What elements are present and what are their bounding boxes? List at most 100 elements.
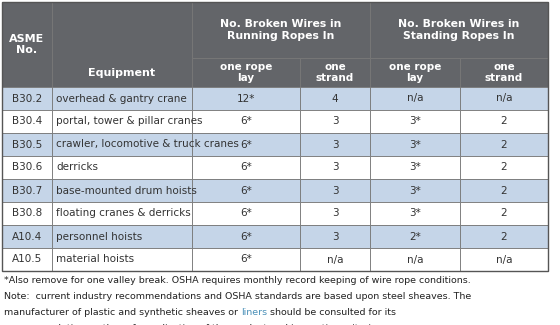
Bar [2,156,52,179]
Text: overhead & gantry crane: overhead & gantry crane [56,94,186,103]
Text: 2: 2 [501,186,507,196]
Bar [370,133,460,156]
Text: 3: 3 [332,186,338,196]
Text: 6*: 6* [240,116,252,126]
Text: 2: 2 [501,209,507,218]
Bar [370,248,460,271]
Bar [2,202,52,225]
Bar [52,87,192,110]
Text: B30.6: B30.6 [12,162,42,173]
Text: 6*: 6* [240,231,252,241]
Bar [2,2,52,87]
Text: material hoists: material hoists [56,254,134,265]
Text: 2: 2 [501,231,507,241]
Text: recommendation on the safe application of the product and inspection criteria.: recommendation on the safe application o… [4,324,380,325]
Text: 6*: 6* [240,254,252,265]
Bar [460,248,548,271]
Bar [2,2,548,271]
Bar [192,87,300,110]
Bar [52,2,192,87]
Bar [300,58,370,87]
Text: 3*: 3* [409,116,421,126]
Text: 3: 3 [332,139,338,150]
Bar [300,156,370,179]
Bar [192,110,300,133]
Bar [370,179,460,202]
Bar [192,202,300,225]
Text: manufacturer of plastic and synthetic sheaves or: manufacturer of plastic and synthetic sh… [4,308,241,317]
Text: Note:  current industry recommendations and OSHA standards are based upon steel : Note: current industry recommendations a… [4,292,472,301]
Bar [460,133,548,156]
Text: one rope
lay: one rope lay [389,62,441,83]
Text: B30.7: B30.7 [12,186,42,196]
Bar [2,133,52,156]
Text: Equipment: Equipment [88,68,156,77]
Bar [52,225,192,248]
Text: No. Broken Wires in
Running Ropes In: No. Broken Wires in Running Ropes In [220,19,342,41]
Bar [300,110,370,133]
Text: ASME
No.: ASME No. [10,34,45,55]
Text: 12*: 12* [237,94,255,103]
Bar [52,133,192,156]
Text: 3: 3 [332,162,338,173]
Bar [192,179,300,202]
Text: A10.4: A10.4 [12,231,42,241]
Text: n/a: n/a [407,254,423,265]
Bar [370,202,460,225]
Bar [300,87,370,110]
Text: 2: 2 [501,139,507,150]
Bar [460,110,548,133]
Text: should be consulted for its: should be consulted for its [267,308,396,317]
Text: B30.8: B30.8 [12,209,42,218]
Text: floating cranes & derricks: floating cranes & derricks [56,209,191,218]
Bar [2,110,52,133]
Text: derricks: derricks [56,162,98,173]
Text: n/a: n/a [407,94,423,103]
Bar [300,248,370,271]
Text: *Also remove for one valley break. OSHA requires monthly record keeping of wire : *Also remove for one valley break. OSHA … [4,276,471,285]
Text: n/a: n/a [496,254,512,265]
Text: 6*: 6* [240,186,252,196]
Text: 6*: 6* [240,162,252,173]
Text: 4: 4 [332,94,338,103]
Text: 3: 3 [332,231,338,241]
Bar [460,225,548,248]
Text: 3: 3 [332,116,338,126]
Bar [300,133,370,156]
Bar [52,179,192,202]
Text: 2: 2 [501,162,507,173]
Bar [192,156,300,179]
Bar [192,133,300,156]
Bar [460,156,548,179]
Text: personnel hoists: personnel hoists [56,231,142,241]
Text: one rope
lay: one rope lay [220,62,272,83]
Text: 6*: 6* [240,209,252,218]
Bar [52,110,192,133]
Bar [2,179,52,202]
Bar [370,225,460,248]
Text: 3*: 3* [409,209,421,218]
Bar [2,87,52,110]
Text: B30.5: B30.5 [12,139,42,150]
Bar [460,202,548,225]
Bar [370,58,460,87]
Bar [370,156,460,179]
Bar [192,225,300,248]
Text: liners: liners [241,308,267,317]
Bar [370,2,548,58]
Bar [52,202,192,225]
Text: one
strand: one strand [485,62,523,83]
Bar [460,179,548,202]
Text: B30.2: B30.2 [12,94,42,103]
Text: 3*: 3* [409,162,421,173]
Bar [52,156,192,179]
Text: n/a: n/a [496,94,512,103]
Text: 6*: 6* [240,139,252,150]
Text: base-mounted drum hoists: base-mounted drum hoists [56,186,197,196]
Text: No. Broken Wires in
Standing Ropes In: No. Broken Wires in Standing Ropes In [398,19,520,41]
Bar [300,179,370,202]
Bar [460,58,548,87]
Bar [192,248,300,271]
Text: 3*: 3* [409,186,421,196]
Text: A10.5: A10.5 [12,254,42,265]
